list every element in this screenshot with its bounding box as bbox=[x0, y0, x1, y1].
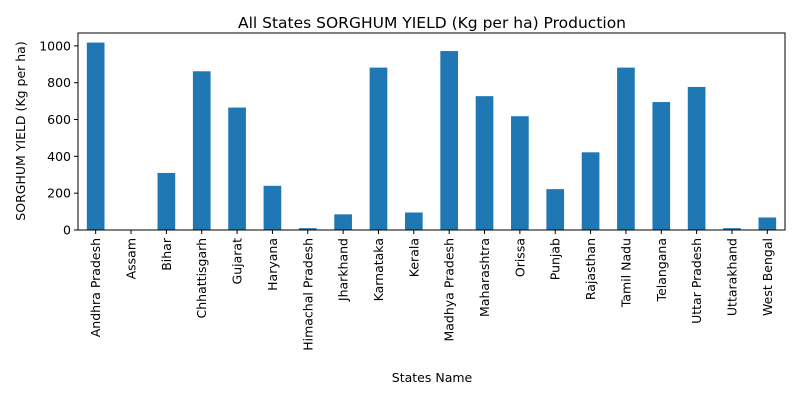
bar-rajasthan bbox=[581, 152, 600, 230]
y-axis-label: SORGHUM YIELD (Kg per ha) bbox=[13, 41, 28, 220]
bar-uttar-pradesh bbox=[687, 86, 706, 231]
y-tick-label: 1000 bbox=[39, 38, 71, 53]
plot-frame bbox=[77, 32, 786, 231]
bar-kerala bbox=[404, 212, 423, 230]
y-tick-label: 800 bbox=[47, 75, 71, 90]
x-tick-label: Telangana bbox=[654, 238, 669, 302]
x-tick-label: Chhattisgarh bbox=[194, 238, 209, 318]
x-tick-label: Andhra Pradesh bbox=[88, 238, 103, 337]
x-tick-label: Karnataka bbox=[371, 238, 386, 301]
y-tick-label: 400 bbox=[47, 149, 71, 164]
y-tick-label: 0 bbox=[63, 223, 71, 238]
bar-telangana bbox=[652, 102, 671, 230]
x-tick-label: Punjab bbox=[548, 238, 563, 280]
bar-orissa bbox=[511, 116, 529, 230]
bar-jharkhand bbox=[334, 214, 352, 230]
x-axis-ticks: Andhra Pradesh Assam Bihar Chhattisgarh Guja… bbox=[88, 230, 775, 351]
x-tick-label: Bihar bbox=[159, 237, 174, 271]
x-tick-label: Gujarat bbox=[230, 238, 245, 285]
bar-haryana bbox=[263, 185, 282, 230]
x-tick-label: Uttarakhand bbox=[724, 238, 739, 316]
y-tick-label: 200 bbox=[47, 186, 71, 201]
x-tick-label: Madhya Pradesh bbox=[442, 238, 457, 342]
bars-group bbox=[86, 42, 777, 231]
bar-karnataka bbox=[369, 67, 388, 230]
x-tick-label: Himachal Pradesh bbox=[300, 238, 315, 351]
y-tick-label: 600 bbox=[47, 112, 71, 127]
bar-bihar bbox=[157, 172, 176, 230]
x-tick-label: Orissa bbox=[512, 238, 527, 277]
x-tick-label: Jharkhand bbox=[336, 238, 351, 302]
bar-himachal-pradesh bbox=[298, 228, 317, 230]
bar-west-bengal bbox=[758, 217, 777, 230]
bar-uttarakhand bbox=[723, 228, 741, 230]
bar-tamil-nadu bbox=[617, 67, 635, 230]
x-tick-label: Kerala bbox=[406, 238, 421, 277]
x-tick-label: West Bengal bbox=[760, 238, 775, 316]
bar-gujarat bbox=[228, 107, 246, 230]
x-tick-label: Tamil Nadu bbox=[618, 238, 633, 308]
x-tick-label: Rajasthan bbox=[583, 238, 598, 300]
bar-chhattisgarh bbox=[192, 71, 211, 231]
bar-maharashtra bbox=[475, 96, 494, 230]
x-tick-label: Haryana bbox=[265, 238, 280, 291]
bar-madhya-pradesh bbox=[440, 51, 459, 230]
bar-punjab bbox=[546, 189, 565, 230]
x-axis-label: States Name bbox=[392, 370, 473, 385]
x-tick-label: Uttar Pradesh bbox=[689, 238, 704, 324]
y-axis-ticks: 0 200 400 600 800 1000 bbox=[39, 38, 78, 238]
x-tick-label: Maharashtra bbox=[477, 238, 492, 317]
x-tick-label: Assam bbox=[124, 238, 139, 279]
chart-title: All States SORGHUM YIELD (Kg per ha) Pro… bbox=[238, 14, 626, 32]
bar-andhra-pradesh bbox=[86, 42, 105, 230]
